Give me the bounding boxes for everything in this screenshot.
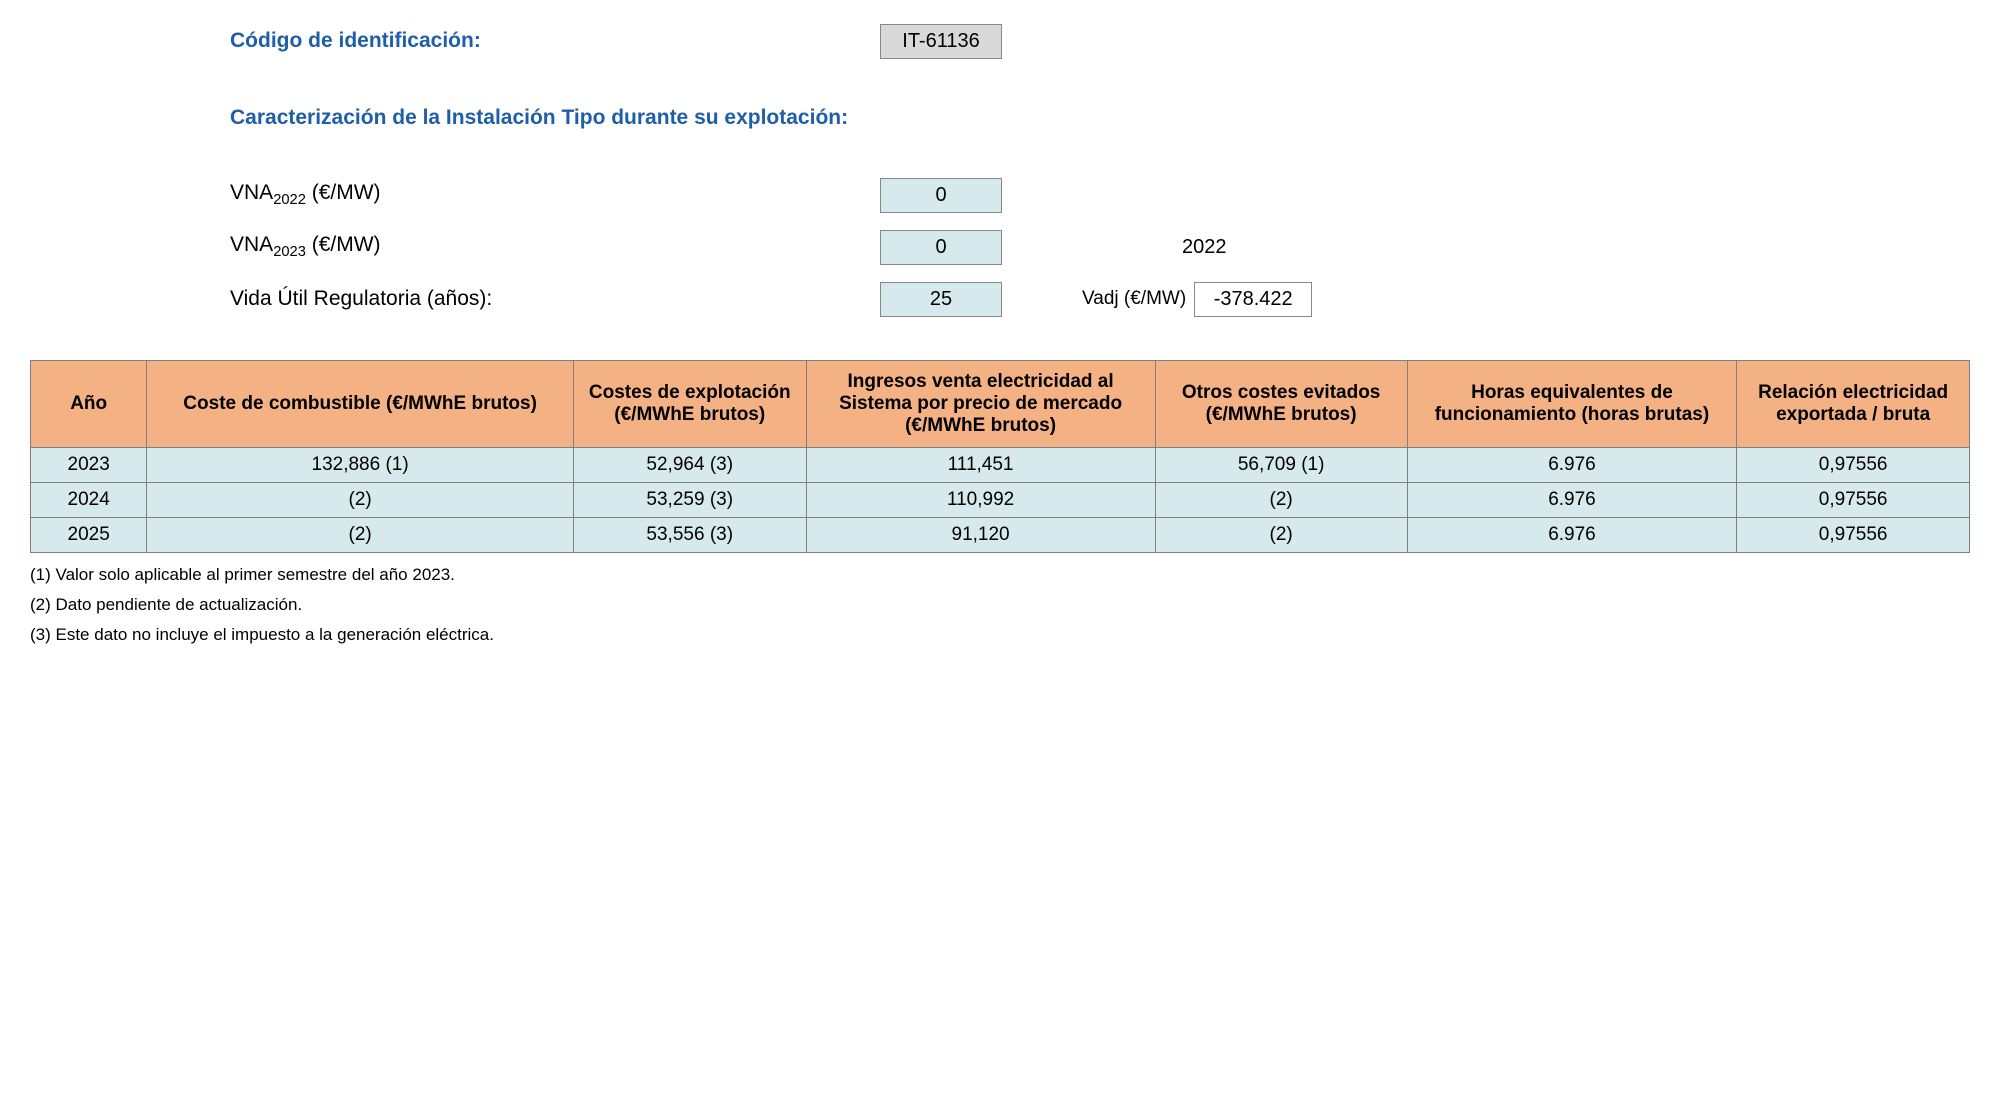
column-header: Costes de explotación (€/MWhE brutos) (573, 361, 806, 448)
vna2022-value: 0 (880, 178, 1002, 213)
table-cell: 91,120 (806, 518, 1155, 553)
table-cell: 2024 (31, 483, 147, 518)
footnote: (2) Dato pendiente de actualización. (30, 595, 1970, 615)
section-title: Caracterización de la Instalación Tipo d… (230, 106, 880, 130)
table-cell: (2) (1155, 483, 1407, 518)
column-header: Horas equivalentes de funcionamiento (ho… (1407, 361, 1737, 448)
table-cell: 110,992 (806, 483, 1155, 518)
table-cell: 52,964 (3) (573, 448, 806, 483)
table-cell: (2) (1155, 518, 1407, 553)
footnote: (3) Este dato no incluye el impuesto a l… (30, 625, 1970, 645)
vida-value: 25 (880, 282, 1002, 317)
table-cell: (2) (147, 518, 574, 553)
table-cell: 6.976 (1407, 483, 1737, 518)
table-row: 2024(2)53,259 (3)110,992(2)6.9760,97556 (31, 483, 1970, 518)
table-cell: 132,886 (1) (147, 448, 574, 483)
table-row: 2025(2)53,556 (3)91,120(2)6.9760,97556 (31, 518, 1970, 553)
column-header: Coste de combustible (€/MWhE brutos) (147, 361, 574, 448)
table-row: 2023132,886 (1)52,964 (3)111,45156,709 (… (31, 448, 1970, 483)
table-cell: 2023 (31, 448, 147, 483)
vida-label: Vida Útil Regulatoria (años): (230, 287, 880, 311)
table-cell: 56,709 (1) (1155, 448, 1407, 483)
vna2023-value: 0 (880, 230, 1002, 265)
table-cell: (2) (147, 483, 574, 518)
table-cell: 53,259 (3) (573, 483, 806, 518)
footnote: (1) Valor solo aplicable al primer semes… (30, 565, 1970, 585)
vna2023-label: VNA2023 (€/MW) (230, 233, 880, 260)
vna2022-label: VNA2022 (€/MW) (230, 181, 880, 208)
footnotes: (1) Valor solo aplicable al primer semes… (30, 565, 1970, 645)
table-cell: 53,556 (3) (573, 518, 806, 553)
table-cell: 0,97556 (1737, 448, 1970, 483)
vadj-value: -378.422 (1194, 282, 1312, 317)
data-table: AñoCoste de combustible (€/MWhE brutos)C… (30, 360, 1970, 553)
table-cell: 111,451 (806, 448, 1155, 483)
table-cell: 2025 (31, 518, 147, 553)
table-cell: 6.976 (1407, 518, 1737, 553)
code-value: IT-61136 (880, 24, 1002, 59)
column-header: Otros costes evitados (€/MWhE brutos) (1155, 361, 1407, 448)
column-header: Ingresos venta electricidad al Sistema p… (806, 361, 1155, 448)
table-cell: 0,97556 (1737, 483, 1970, 518)
column-header: Relación electricidad exportada / bruta (1737, 361, 1970, 448)
code-label: Código de identificación: (230, 29, 880, 53)
table-cell: 6.976 (1407, 448, 1737, 483)
column-header: Año (31, 361, 147, 448)
table-cell: 0,97556 (1737, 518, 1970, 553)
vadj-label: Vadj (€/MW) (1082, 288, 1186, 310)
ref-year: 2022 (1182, 236, 1227, 259)
